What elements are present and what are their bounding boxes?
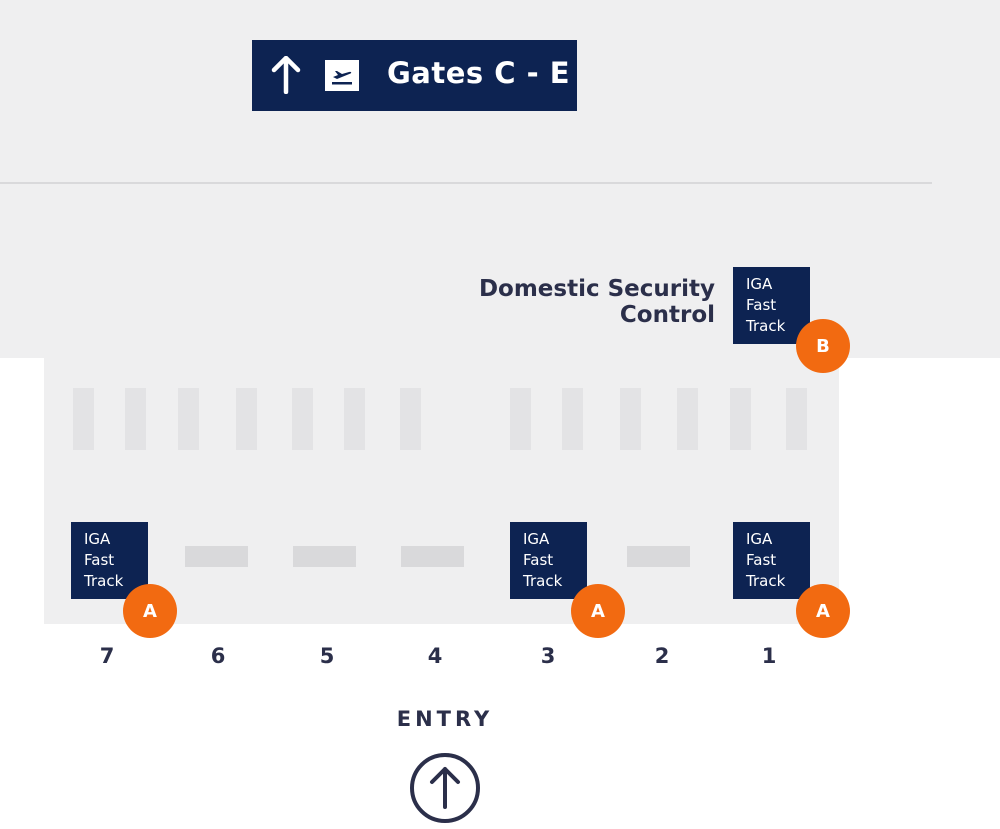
- iga-fast-track-b[interactable]: IGA Fast Track: [733, 267, 810, 344]
- security-desk: [627, 546, 690, 567]
- departures-icon: [325, 60, 359, 91]
- iga-label-line2: Fast: [84, 551, 115, 569]
- security-lane: [510, 388, 531, 450]
- iga-label-line2: Fast: [746, 551, 777, 569]
- security-label-line2: Control: [619, 302, 715, 328]
- iga-label-line3: Track: [84, 572, 124, 590]
- security-lane: [730, 388, 751, 450]
- iga-label-line1: IGA: [84, 530, 111, 548]
- iga-label-line2: Fast: [746, 296, 777, 314]
- gates-direction-sign: Gates C - E: [252, 40, 577, 111]
- arrow-up-icon: [271, 56, 301, 94]
- iga-label-line1: IGA: [746, 275, 773, 293]
- iga-fast-track-lane-7[interactable]: IGA Fast Track: [71, 522, 148, 599]
- lane-number-7: 7: [99, 644, 115, 668]
- marker-b[interactable]: B: [796, 319, 850, 373]
- security-lane: [292, 388, 313, 450]
- security-lane: [236, 388, 257, 450]
- gates-sign-text: Gates C - E: [387, 56, 571, 90]
- security-lane: [677, 388, 698, 450]
- security-lane: [73, 388, 94, 450]
- lane-number-6: 6: [210, 644, 226, 668]
- iga-label-line3: Track: [746, 572, 786, 590]
- iga-fast-track-lane-1[interactable]: IGA Fast Track: [733, 522, 810, 599]
- marker-a-lane-1[interactable]: A: [796, 584, 850, 638]
- security-lane: [400, 388, 421, 450]
- lane-number-5: 5: [319, 644, 335, 668]
- iga-label-line1: IGA: [523, 530, 550, 548]
- lane-number-4: 4: [427, 644, 443, 668]
- marker-a-lane-7[interactable]: A: [123, 584, 177, 638]
- security-desk: [293, 546, 356, 567]
- security-lane: [125, 388, 146, 450]
- entry-label: ENTRY: [396, 707, 494, 731]
- lane-number-3: 3: [540, 644, 556, 668]
- security-lane: [786, 388, 807, 450]
- entry-arrow-icon[interactable]: [408, 751, 482, 825]
- iga-fast-track-lane-3[interactable]: IGA Fast Track: [510, 522, 587, 599]
- security-lanes-area: [44, 356, 839, 624]
- security-lane: [620, 388, 641, 450]
- security-desk: [185, 546, 248, 567]
- iga-label-line3: Track: [523, 572, 563, 590]
- lane-number-2: 2: [654, 644, 670, 668]
- security-lane: [178, 388, 199, 450]
- security-label-line1: Domestic Security: [478, 276, 715, 302]
- security-desk: [401, 546, 464, 567]
- marker-a-lane-3[interactable]: A: [571, 584, 625, 638]
- security-lane: [562, 388, 583, 450]
- iga-label-line3: Track: [746, 317, 786, 335]
- security-lane: [344, 388, 365, 450]
- iga-label-line2: Fast: [523, 551, 554, 569]
- iga-label-line1: IGA: [746, 530, 773, 548]
- lane-number-1: 1: [761, 644, 777, 668]
- hall-divider: [0, 182, 932, 184]
- domestic-security-label: Domestic Security Control: [470, 276, 715, 328]
